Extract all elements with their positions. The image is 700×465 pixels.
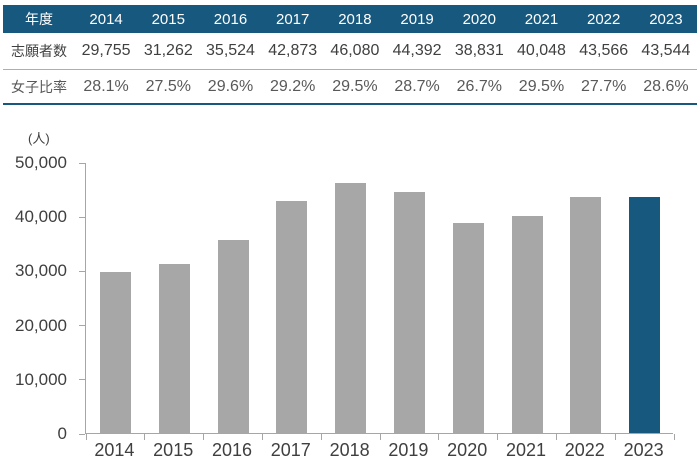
x-axis-label-2017: 2017 (270, 440, 311, 460)
y-axis-unit-label: (人) (28, 131, 50, 146)
year-header-cell: 2019 (400, 10, 434, 28)
female-ratio-cell: 28.7% (394, 77, 440, 95)
female-ratio-cell: 28.1% (83, 77, 129, 95)
female-ratio-row: 女子比率 28.1% 27.5% 29.6% 29.2% 29.5% 28.7%… (3, 70, 697, 105)
table-header-row: 年度 2014 2015 2016 2017 2018 2019 2020 20… (3, 5, 697, 33)
x-axis-label-2014: 2014 (94, 440, 135, 460)
x-axis-label-2019: 2019 (388, 440, 429, 460)
bar-2023 (629, 197, 661, 433)
applicants-cell: 31,262 (143, 42, 193, 59)
year-header-cell: 2018 (338, 10, 372, 28)
x-axis-label-2016: 2016 (211, 440, 253, 460)
bar-2021 (511, 215, 543, 433)
female-ratio-row-label: 女子比率 (11, 78, 67, 95)
x-tick-mark (379, 434, 381, 440)
y-tick-mark (79, 379, 85, 381)
y-tick-mark (79, 216, 85, 218)
x-axis-label-2021: 2021 (505, 440, 547, 460)
bar-2016 (217, 240, 249, 433)
applicants-cell: 38,831 (454, 42, 504, 59)
x-tick-mark (555, 434, 557, 440)
x-axis-label-2020: 2020 (447, 440, 488, 460)
applicants-cell: 42,873 (268, 42, 318, 59)
female-ratio-cell: 29.5% (518, 77, 565, 95)
female-ratio-cell: 26.7% (456, 77, 502, 95)
x-tick-mark (203, 434, 205, 440)
year-header-cell: 2016 (213, 10, 248, 28)
applicants-row: 志願者数 29,755 31,262 35,524 42,873 46,080 … (3, 33, 697, 70)
y-tick-mark (79, 270, 85, 272)
year-header-cell: 2023 (649, 10, 683, 28)
applicants-cell: 43,544 (641, 42, 691, 59)
applicants-cell: 29,755 (81, 42, 131, 59)
bar-2018 (335, 183, 367, 433)
applicants-cell: 35,524 (206, 42, 255, 59)
female-ratio-cell: 27.5% (145, 77, 191, 95)
x-tick-mark (85, 434, 87, 440)
year-header-cell: 2017 (276, 10, 310, 28)
female-ratio-cell: 27.7% (581, 77, 627, 95)
x-axis-label-2018: 2018 (329, 440, 370, 460)
y-tick-mark (79, 325, 85, 327)
x-tick-mark (320, 434, 322, 440)
y-tick-mark (79, 162, 85, 164)
year-header-cell: 2021 (524, 10, 559, 28)
y-tick-mark (79, 433, 85, 435)
female-ratio-cell: 29.5% (332, 77, 378, 95)
year-header-cell: 2015 (151, 10, 185, 28)
applicants-cell: 40,048 (517, 42, 566, 59)
y-axis-tick-label: 20,000 (15, 315, 67, 335)
applicants-row-label: 志願者数 (11, 43, 67, 59)
applicants-cell: 43,566 (579, 42, 629, 59)
female-ratio-cell: 29.6% (207, 77, 254, 95)
plot-area (79, 162, 675, 440)
x-axis-label-2023: 2023 (623, 440, 664, 460)
x-tick-mark (261, 434, 263, 440)
applicants-table: 年度 2014 2015 2016 2017 2018 2019 2020 20… (3, 5, 697, 105)
bar-2019 (393, 192, 425, 433)
y-axis-tick-label: 50,000 (15, 153, 67, 172)
bar-2015 (158, 263, 190, 433)
applicants-bar-chart: (人) 0 10,000 20,000 30,000 40,000 50,000 2014… (0, 120, 700, 465)
female-ratio-cell: 29.2% (270, 77, 316, 95)
x-tick-mark (438, 434, 440, 440)
y-axis-tick-label: 30,000 (15, 261, 67, 281)
x-tick-mark (614, 434, 616, 440)
x-axis-label-2015: 2015 (153, 440, 194, 460)
y-axis-labels: 0 10,000 20,000 30,000 40,000 50,000 (0, 120, 67, 465)
y-axis-tick-label: 40,000 (15, 207, 67, 227)
x-tick-mark (144, 434, 146, 440)
bar-2022 (570, 196, 602, 433)
bar-2020 (452, 222, 484, 433)
x-tick-mark (497, 434, 499, 440)
applicants-cell: 46,080 (330, 42, 380, 59)
female-ratio-cell: 28.6% (643, 77, 689, 95)
year-header-cell: 2022 (587, 10, 621, 28)
applicants-cell: 44,392 (392, 42, 442, 59)
year-header-cell: 2020 (462, 10, 496, 28)
x-axis-labels: 2014 2015 2016 2017 2018 2019 2020 2021 2022 2023 (85, 440, 673, 464)
bar-2017 (276, 200, 308, 433)
y-axis-tick-label: 0 (57, 424, 67, 443)
y-axis-tick-label: 10,000 (15, 369, 67, 389)
x-axis-label-2022: 2022 (564, 440, 605, 460)
x-tick-mark (673, 434, 675, 440)
year-header-cell: 2014 (89, 10, 123, 28)
bar-2014 (99, 271, 131, 433)
table-header-year-label: 年度 (25, 11, 53, 27)
